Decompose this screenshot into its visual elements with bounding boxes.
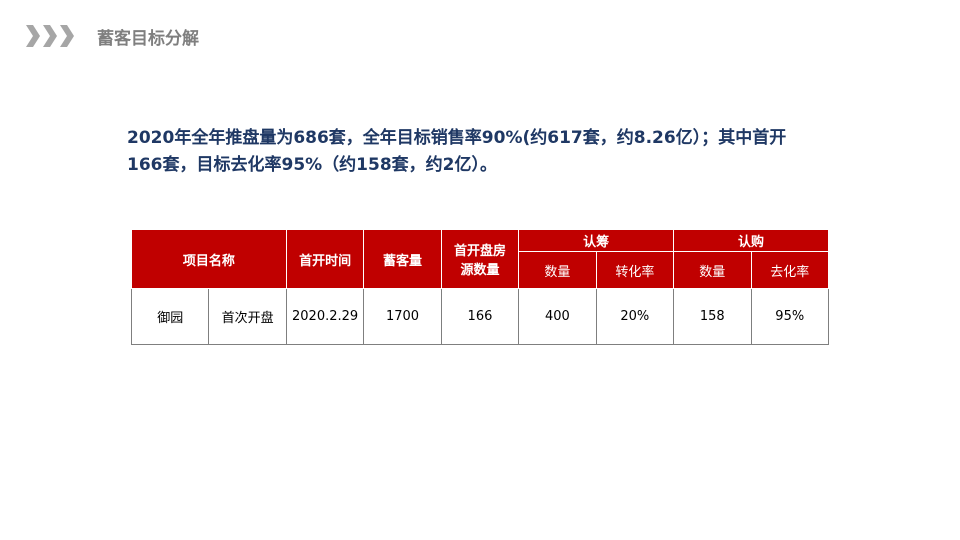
cell-rengou-rate: 95%	[750, 288, 829, 345]
header-rengou-count: 数量	[673, 251, 752, 289]
header-open-time: 首开时间	[285, 229, 365, 289]
cell-rench-rate: 20%	[595, 288, 675, 345]
cell-phase: 首次开盘	[208, 288, 287, 345]
header-rengou: 认购	[673, 229, 829, 252]
header-rengou-rate: 去化率	[750, 251, 829, 289]
summary-text: 2020年全年推盘量为686套，全年目标销售率90%(约617套，约8.26亿）…	[127, 125, 827, 179]
cell-units: 166	[440, 288, 520, 345]
header-rench-count: 数量	[518, 251, 597, 289]
cell-rench-count: 400	[518, 288, 597, 345]
cell-rengou-count: 158	[673, 288, 752, 345]
cell-open-time: 2020.2.29	[285, 288, 365, 345]
page-title: 蓄客目标分解	[97, 29, 199, 49]
table-row: 御园 首次开盘 2020.2.29 1700 166 400 20% 158 9…	[130, 288, 829, 345]
triple-chevron-right-icon	[26, 25, 76, 47]
cell-reserve: 1700	[363, 288, 442, 345]
header-project-name: 项目名称	[131, 229, 287, 289]
summary-line-1: 2020年全年推盘量为686套，全年目标销售率90%(约617套，约8.26亿）…	[127, 128, 787, 148]
cell-project: 御园	[130, 288, 210, 345]
target-table: 项目名称 首开时间 蓄客量 首开盘房源数量 认筹 认购 数量 转化率 数量 去化…	[130, 229, 829, 345]
header-reserve: 蓄客量	[363, 229, 442, 289]
summary-line-2: 166套，目标去化率95%（约158套，约2亿）。	[127, 155, 497, 175]
header-rench: 认筹	[518, 229, 675, 252]
header-rench-rate: 转化率	[595, 251, 675, 289]
header-first-open-units: 首开盘房源数量	[440, 229, 520, 289]
